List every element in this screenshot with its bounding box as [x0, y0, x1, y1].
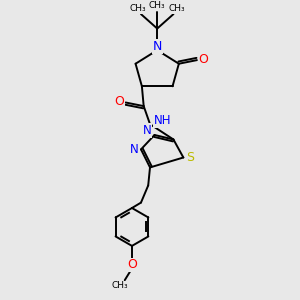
- Text: CH₃: CH₃: [149, 1, 166, 10]
- Text: O: O: [198, 53, 208, 66]
- Text: O: O: [114, 95, 124, 108]
- Text: N: N: [129, 143, 138, 156]
- Text: O: O: [127, 258, 137, 271]
- Text: CH₃: CH₃: [129, 4, 146, 13]
- Text: S: S: [186, 151, 194, 164]
- Text: NH: NH: [154, 114, 171, 127]
- Text: N: N: [143, 124, 152, 137]
- Text: N: N: [152, 40, 162, 53]
- Text: CH₃: CH₃: [111, 281, 128, 290]
- Text: CH₃: CH₃: [169, 4, 185, 13]
